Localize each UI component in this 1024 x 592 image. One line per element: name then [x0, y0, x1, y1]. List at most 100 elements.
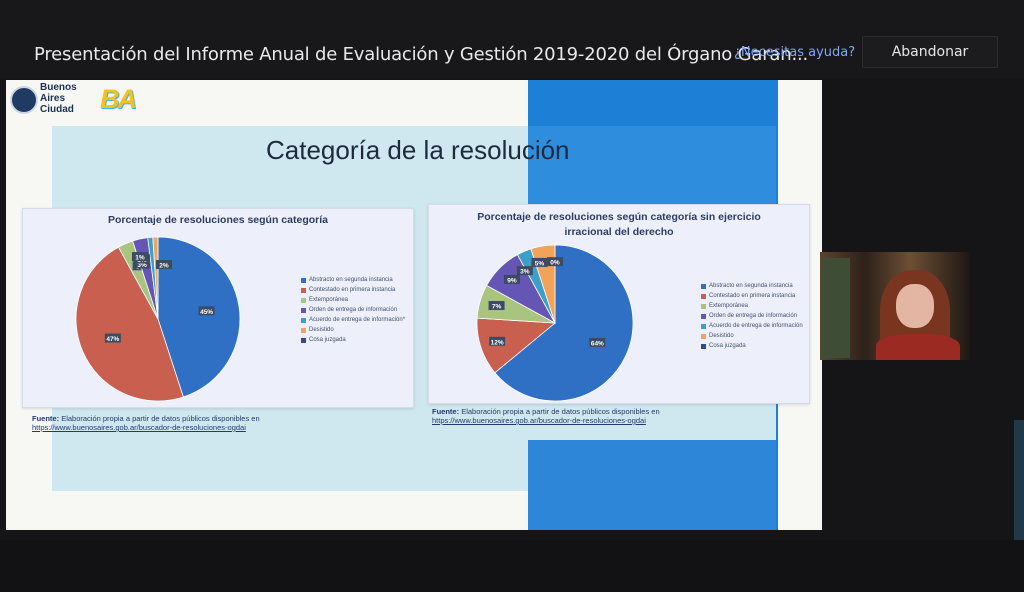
- legend-item: Acuerdo de entrega de información*: [301, 315, 405, 325]
- video-window: [822, 258, 850, 358]
- legend-label: Desistido: [309, 327, 334, 333]
- svg-text:12%: 12%: [491, 339, 504, 346]
- pie-data-label: 64%: [589, 337, 606, 347]
- legend-label: Orden de entrega de información: [309, 307, 398, 313]
- legend-label: Cosa juzgada: [309, 337, 346, 343]
- chart-legend-right: Abstracto en segunda instancia Contestado…: [701, 281, 803, 351]
- pie-data-label: 7%: [488, 301, 505, 311]
- pie-chart-left: 45%47%3%3%1%1%2%: [75, 236, 241, 402]
- svg-text:3%: 3%: [137, 262, 147, 269]
- legend-item: Contestado en primera instancia: [701, 291, 803, 301]
- pie-data-label: 3%: [134, 259, 151, 269]
- legend-swatch: [301, 317, 306, 323]
- legend-label: Abstracto en segunda instancia: [309, 277, 393, 283]
- screen-edge: [1014, 420, 1024, 592]
- legend-label: Contestado en primera instancia: [709, 293, 796, 299]
- legend-swatch: [701, 333, 706, 339]
- svg-text:7%: 7%: [492, 304, 502, 311]
- source-label: Fuente:: [32, 414, 60, 423]
- chart-title-left: Porcentaje de resoluciones según categor…: [108, 214, 328, 226]
- source-note-right: Fuente: Elaboración propia a partir de d…: [432, 407, 660, 425]
- source-label: Fuente:: [432, 407, 460, 416]
- pie-data-label: 9%: [503, 274, 520, 284]
- logo-text: Buenos Aires Ciudad: [40, 82, 77, 115]
- legend-label: Acuerdo de entrega de información*: [309, 317, 406, 323]
- chart-panel-right: Porcentaje de resoluciones según categor…: [428, 204, 810, 404]
- city-seal-icon: [10, 86, 38, 114]
- legend-item: Extemporánea: [301, 295, 405, 305]
- source-link[interactable]: https://www.buenosaires.gob.ar/buscador-…: [32, 423, 246, 432]
- svg-text:45%: 45%: [200, 309, 213, 316]
- pie-data-label: 47%: [104, 333, 121, 343]
- leave-meeting-button[interactable]: Abandonar: [862, 36, 998, 68]
- chart-title-right: Porcentaje de resoluciones según categor…: [477, 211, 761, 238]
- participant-face: [896, 284, 934, 328]
- legend-swatch: [701, 303, 706, 309]
- legend-swatch: [301, 337, 306, 343]
- legend-item: Cosa juzgada: [701, 341, 803, 351]
- legend-label: Orden de entrega de información: [709, 313, 798, 319]
- help-link[interactable]: ¿Necesitas ayuda?: [734, 45, 856, 60]
- slide-bg-blue-overlay: [528, 126, 776, 206]
- participant-body: [876, 334, 960, 360]
- chart-panel-left: Porcentaje de resoluciones según categor…: [22, 208, 414, 408]
- pie-data-label: 3%: [516, 266, 533, 276]
- ba-logo-mark: BA: [100, 84, 137, 114]
- pie-slice: [494, 244, 634, 401]
- legend-label: Abstracto en segunda instancia: [709, 283, 793, 289]
- source-text: Elaboración propia a partir de datos púb…: [61, 414, 260, 423]
- chart-legend-left: Abstracto en segunda instancia Contestado…: [301, 275, 405, 345]
- source-text: Elaboración propia a partir de datos púb…: [461, 407, 660, 416]
- slide-title: Categoría de la resolución: [266, 135, 570, 165]
- meeting-top-bar: Presentación del Informe Anual de Evalua…: [0, 0, 1024, 78]
- svg-text:2%: 2%: [159, 263, 169, 270]
- legend-swatch: [301, 307, 306, 313]
- legend-label: Contestado en primera instancia: [309, 287, 396, 293]
- svg-text:5%: 5%: [535, 260, 545, 267]
- legend-item: Desistido: [701, 331, 803, 341]
- legend-item: Contestado en primera instancia: [301, 285, 405, 295]
- legend-swatch: [701, 283, 706, 289]
- pie-slice: [75, 246, 184, 402]
- legend-item: Acuerdo de entrega de información: [701, 321, 803, 331]
- pie-data-label: 45%: [198, 306, 215, 316]
- svg-text:9%: 9%: [507, 277, 517, 284]
- pie-slice: [157, 236, 241, 398]
- pie-data-label: 1%: [131, 252, 148, 262]
- slide-bg-blue-lower: [528, 440, 776, 530]
- legend-item: Orden de entrega de información: [701, 311, 803, 321]
- legend-swatch: [301, 327, 306, 333]
- legend-label: Desistido: [709, 333, 734, 339]
- source-link[interactable]: https://www.buenosaires.gob.ar/buscador-…: [432, 416, 646, 425]
- legend-swatch: [701, 343, 706, 349]
- legend-swatch: [701, 323, 706, 329]
- legend-swatch: [701, 293, 706, 299]
- pie-data-label: 5%: [531, 257, 548, 267]
- shared-slide: Buenos Aires Ciudad BA Categoría de la r…: [6, 80, 822, 530]
- svg-text:1%: 1%: [135, 255, 145, 262]
- legend-label: Cosa juzgada: [709, 343, 746, 349]
- source-note-left: Fuente: Elaboración propia a partir de d…: [32, 414, 260, 432]
- legend-label: Extemporánea: [709, 303, 749, 309]
- legend-swatch: [701, 313, 706, 319]
- legend-swatch: [301, 287, 306, 293]
- bottom-strip: [0, 540, 1024, 592]
- legend-item: Extemporánea: [701, 301, 803, 311]
- pie-slice: [152, 236, 159, 320]
- legend-swatch: [301, 297, 306, 303]
- legend-swatch: [301, 277, 306, 283]
- legend-item: Orden de entrega de información: [301, 305, 405, 315]
- legend-item: Abstracto en segunda instancia: [701, 281, 803, 291]
- legend-item: Cosa juzgada: [301, 335, 405, 345]
- legend-item: Abstracto en segunda instancia: [301, 275, 405, 285]
- meeting-title: Presentación del Informe Anual de Evalua…: [34, 44, 809, 65]
- svg-text:47%: 47%: [106, 336, 119, 343]
- participant-video[interactable]: [820, 252, 970, 360]
- svg-text:3%: 3%: [520, 269, 530, 276]
- pie-data-label: 2%: [156, 260, 172, 270]
- legend-label: Extemporánea: [309, 297, 349, 303]
- pie-chart-right: 64% 12% 7% 9%3% 5% 0%: [476, 244, 634, 401]
- svg-text:64%: 64%: [591, 340, 604, 347]
- legend-item: Desistido: [301, 325, 405, 335]
- legend-label: Acuerdo de entrega de información: [709, 323, 803, 329]
